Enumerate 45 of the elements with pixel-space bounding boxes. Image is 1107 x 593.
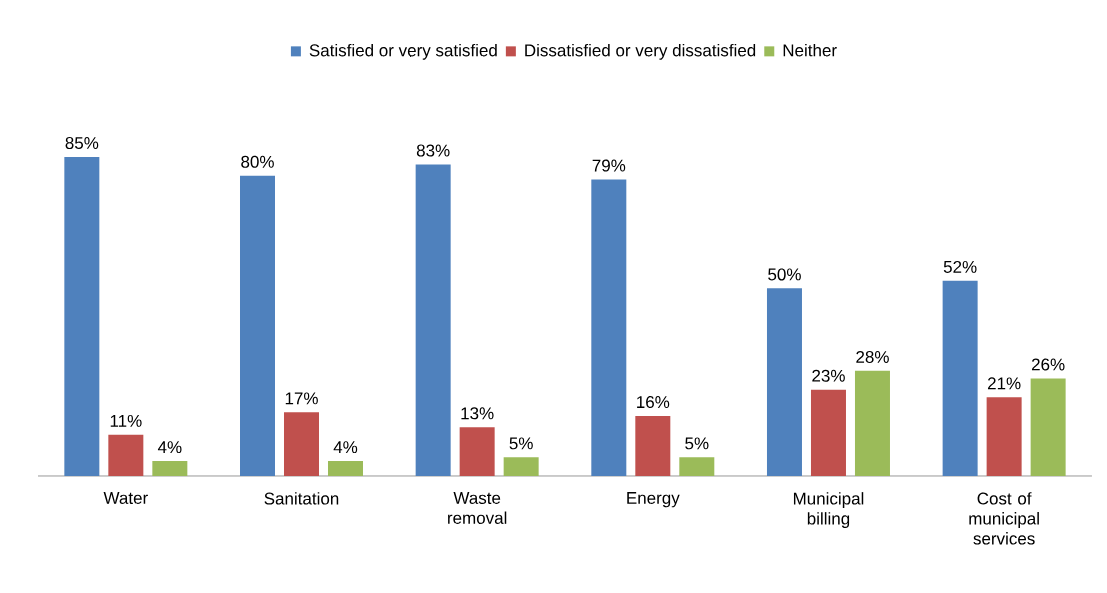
x-tick-label: Energy <box>627 492 680 508</box>
data-label: 79% <box>592 159 626 172</box>
x-tick-label: Municipal billing <box>793 492 864 528</box>
data-label: 5% <box>685 437 709 450</box>
legend-label: Neither <box>783 43 837 57</box>
legend-label: Satisfied or very satisfied <box>309 43 497 60</box>
data-label: 13% <box>461 407 494 420</box>
bar <box>854 370 890 476</box>
bar <box>64 156 100 476</box>
data-label: 21% <box>987 377 1021 390</box>
data-label: 83% <box>416 144 450 157</box>
data-label: 26% <box>1031 358 1065 371</box>
bar <box>635 415 671 476</box>
bar <box>284 412 319 476</box>
bar <box>459 427 495 476</box>
legend-label: Dissatisfied or very dissatisfied <box>525 43 756 60</box>
data-label: 4% <box>157 441 182 454</box>
data-label: 5% <box>509 437 533 450</box>
data-label: 16% <box>637 396 670 409</box>
data-label: 23% <box>812 369 845 382</box>
bar <box>1030 378 1066 476</box>
bar <box>415 164 451 476</box>
bar <box>766 288 802 476</box>
bar <box>679 457 715 476</box>
bar <box>152 460 188 476</box>
x-tick-label: Sanitation <box>264 492 339 505</box>
data-label: 52% <box>943 260 977 273</box>
data-label: 85% <box>65 137 99 150</box>
x-tick-label: Waste removal <box>448 492 507 524</box>
bar <box>942 280 978 476</box>
bar <box>810 389 846 476</box>
data-label: 28% <box>856 350 889 364</box>
bar <box>986 397 1022 476</box>
data-label: 11% <box>110 414 142 427</box>
data-label: 80% <box>241 155 274 168</box>
x-tick-label: Cost of municipal services <box>969 492 1039 545</box>
data-label: 17% <box>285 392 318 405</box>
bar <box>591 179 627 476</box>
bar <box>108 434 144 476</box>
bar <box>328 460 363 476</box>
data-label: 4% <box>333 441 358 454</box>
data-label: 50% <box>768 268 801 281</box>
bar <box>240 175 275 476</box>
bar <box>503 457 539 476</box>
x-tick-label: Water <box>103 492 148 504</box>
